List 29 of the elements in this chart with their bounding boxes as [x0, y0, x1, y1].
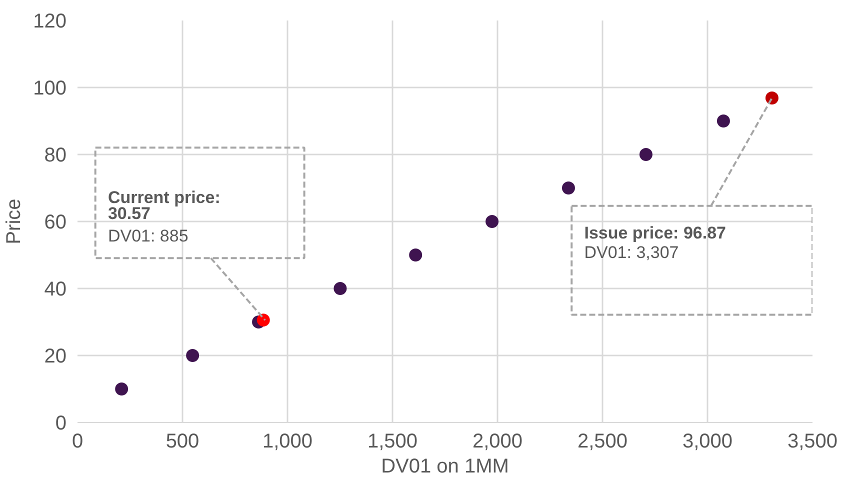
x-tick-label: 2,500 — [577, 430, 628, 452]
x-tick-label: 2,000 — [472, 430, 523, 452]
point — [186, 349, 200, 362]
point — [334, 282, 347, 295]
point — [486, 215, 499, 228]
x-tick-label: 3,000 — [682, 430, 733, 452]
point — [716, 114, 730, 128]
annotation: Current price: 30.57 DV01: 885 — [108, 188, 220, 246]
x-tick-label: 500 — [166, 430, 200, 452]
x-tick-label: 0 — [72, 430, 84, 452]
point — [115, 382, 128, 396]
x-tick-label: 3,500 — [787, 430, 838, 452]
y-tick-label: 120 — [33, 10, 67, 32]
y-tick-label: 0 — [55, 412, 66, 434]
y-tick-label: 60 — [44, 212, 67, 234]
y-tick-label: 100 — [33, 78, 67, 100]
x-tick-label: 1,000 — [262, 430, 313, 452]
x-tick-label: 1,500 — [367, 430, 418, 452]
y-axis-title: Price — [3, 198, 26, 244]
point — [562, 182, 575, 194]
y-tick-label: 40 — [44, 278, 67, 300]
point — [256, 314, 270, 327]
y-tick-label: 20 — [44, 346, 67, 368]
x-axis-title: DV01 on 1MM — [381, 456, 509, 478]
point — [409, 248, 422, 262]
annotation: Issue price: 96.87 DV01: 3,307 — [584, 224, 726, 262]
point — [639, 148, 652, 161]
y-tick-label: 80 — [44, 144, 67, 166]
point — [765, 91, 778, 104]
